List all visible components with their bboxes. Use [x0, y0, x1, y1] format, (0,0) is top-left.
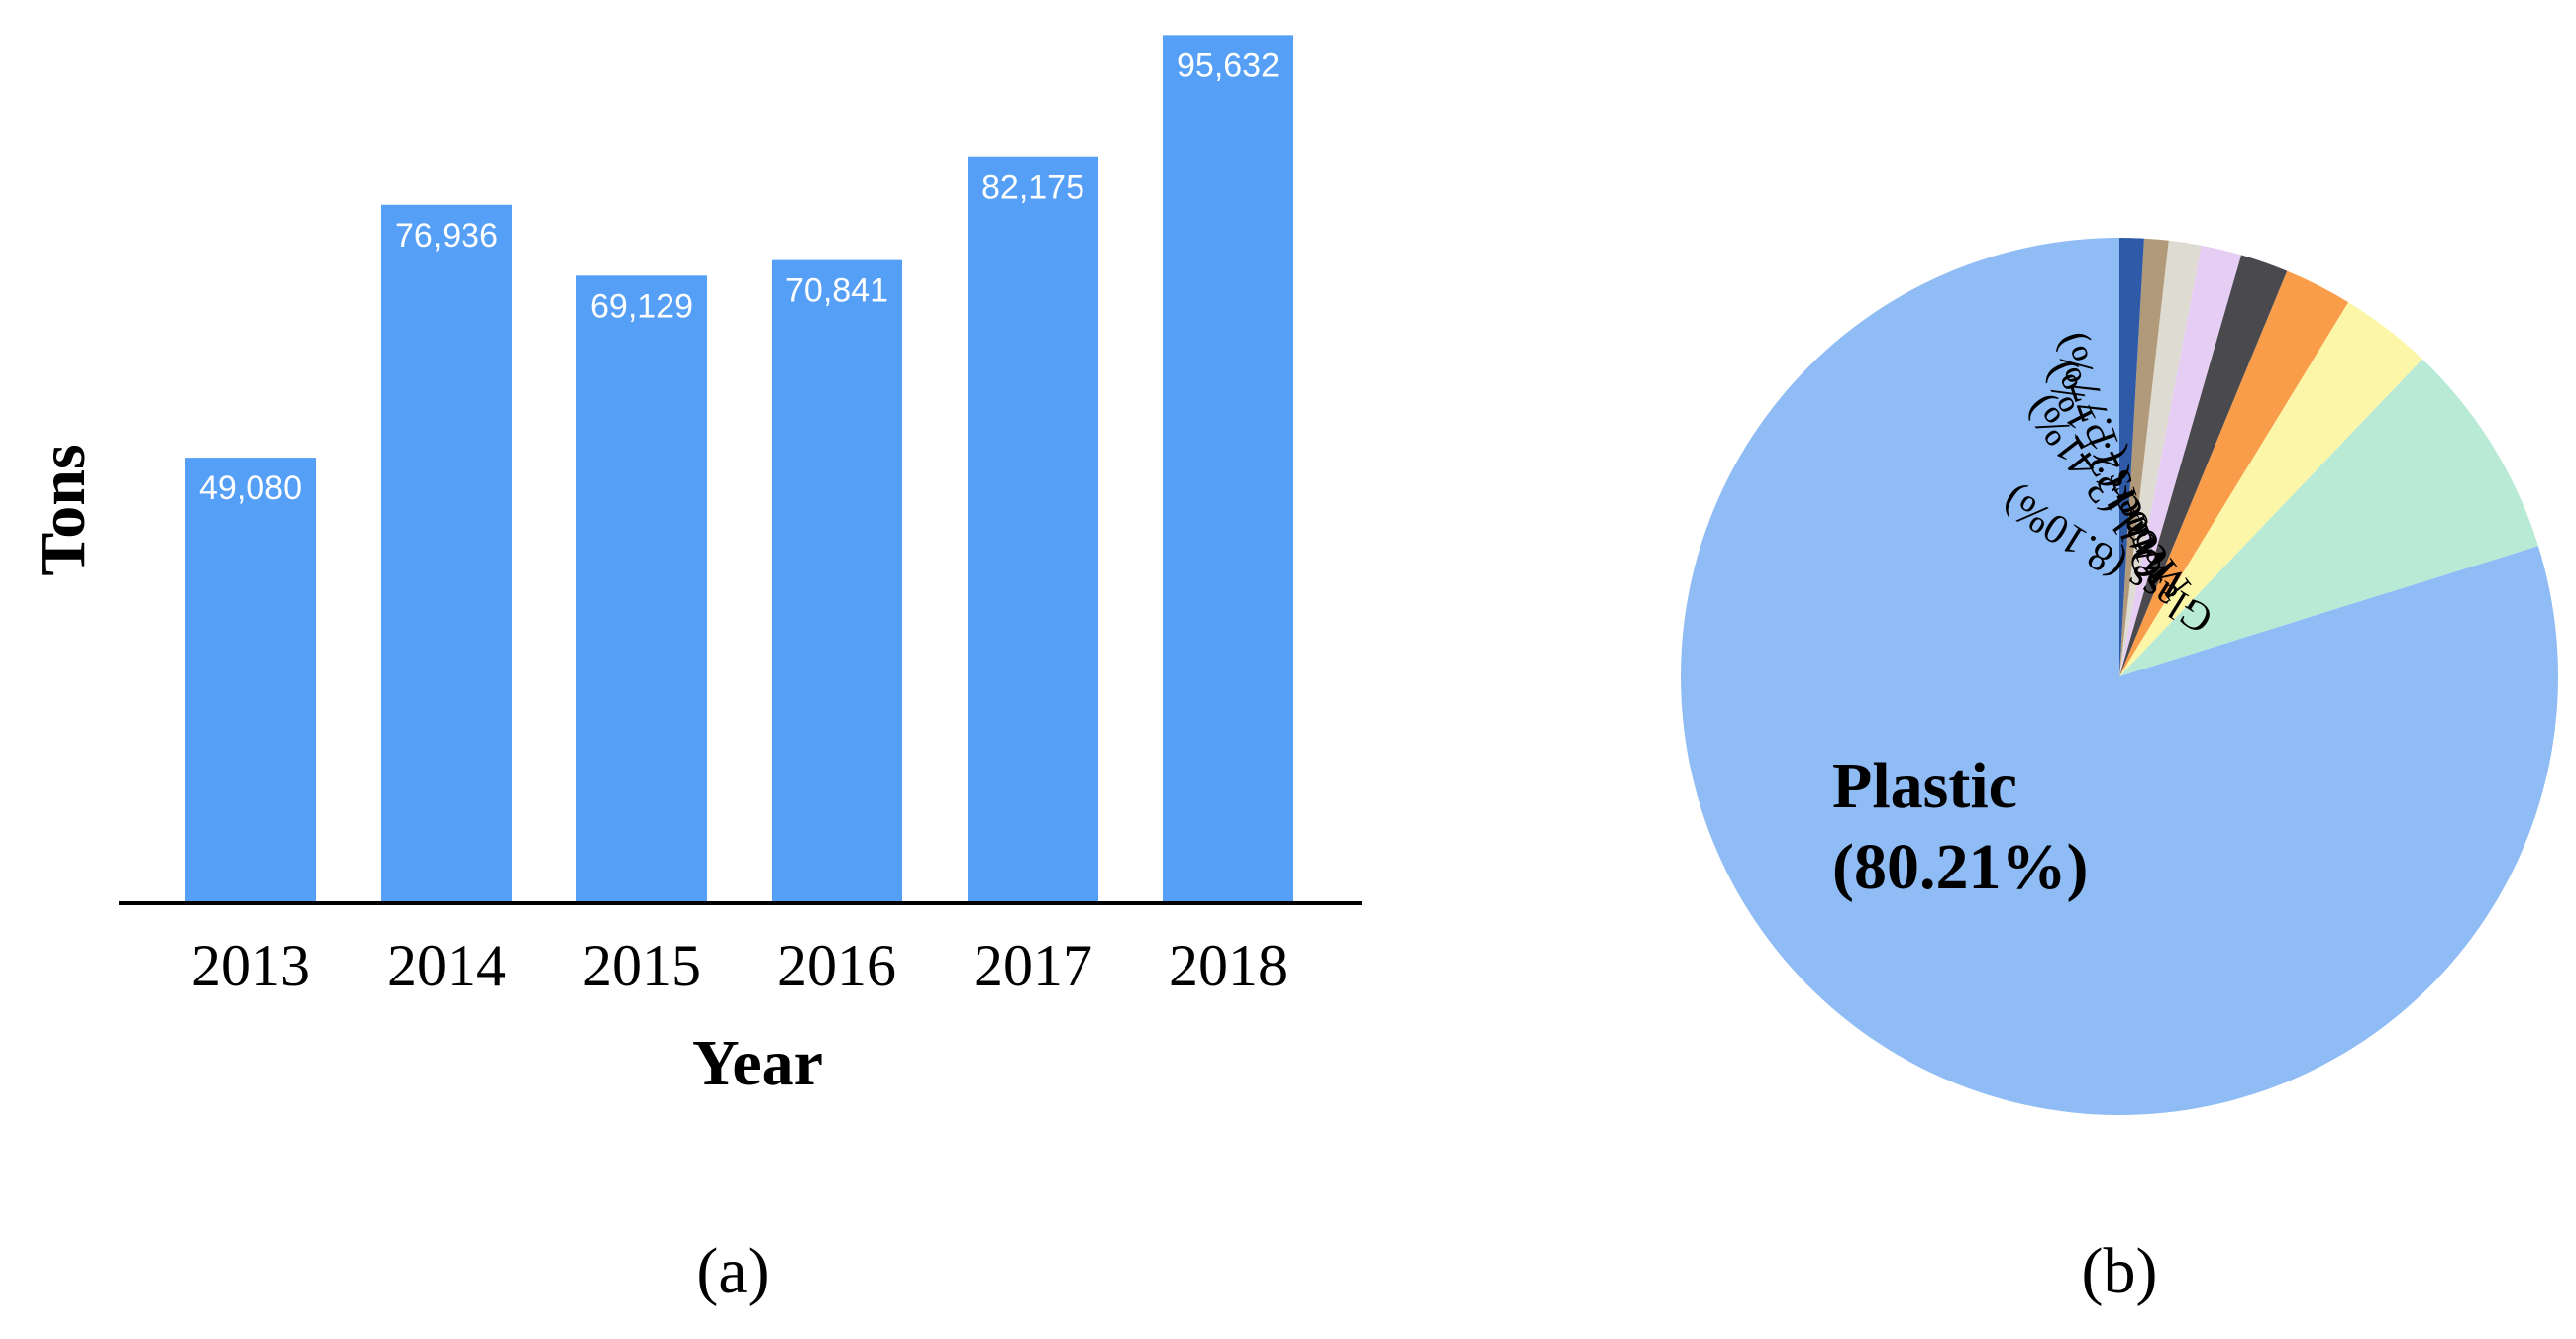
bar-value-label-2013: 49,080	[199, 469, 302, 507]
bar-2013	[185, 458, 316, 903]
bar-value-label-2016: 70,841	[785, 272, 888, 310]
pie-slice-unlabeled-7	[2119, 238, 2169, 676]
x-axis-title: Year	[692, 1027, 823, 1099]
x-tick-label-2014: 2014	[387, 933, 506, 998]
bar-value-label-2017: 82,175	[981, 169, 1084, 207]
x-tick-labels: 2013 2014 2015 2016 2017 2018	[191, 933, 1288, 998]
x-tick-label-2015: 2015	[582, 933, 701, 998]
pie-slice-unlabeled-5	[2119, 245, 2241, 676]
x-tick-label-2013: 2013	[191, 933, 310, 998]
panel-label-a: (a)	[696, 1235, 769, 1307]
bar-2015	[576, 275, 707, 903]
pie-slice-unlabeled-8	[2119, 238, 2144, 676]
panel-label-b: (b)	[2082, 1235, 2158, 1307]
bar-2018	[1163, 35, 1293, 903]
bar-value-label-2015: 69,129	[590, 287, 693, 325]
pie-chart: Plastic (80.21%)Glass (8.10%)Metal (3.41%…	[1681, 238, 2558, 1307]
bars	[185, 35, 1293, 904]
pie-slice-glass	[2119, 359, 2538, 676]
pie-slice-unlabeled-6	[2119, 240, 2202, 676]
pie-slices	[1681, 238, 2558, 1115]
bar-value-label-2014: 76,936	[395, 217, 498, 255]
bar-2016	[772, 259, 902, 904]
pie-slice-others	[2119, 255, 2288, 676]
pie-label-plastic: Plastic (80.21%)	[1832, 750, 2088, 903]
x-tick-label-2017: 2017	[974, 933, 1092, 998]
bar-2014	[381, 204, 512, 904]
bar-chart: 49,080 76,936 69,129 70,841 82,175 95,632 201…	[27, 35, 1362, 1307]
pie-slice-wood	[2119, 270, 2349, 676]
x-tick-label-2018: 2018	[1169, 933, 1288, 998]
bar-value-labels: 49,080 76,936 69,129 70,841 82,175 95,632	[199, 47, 1280, 507]
bar-2017	[968, 156, 1098, 903]
pie-slice-metal	[2119, 302, 2422, 676]
x-tick-label-2016: 2016	[777, 933, 896, 998]
bar-value-label-2018: 95,632	[1177, 47, 1280, 84]
y-axis-title: Tons	[27, 444, 99, 575]
